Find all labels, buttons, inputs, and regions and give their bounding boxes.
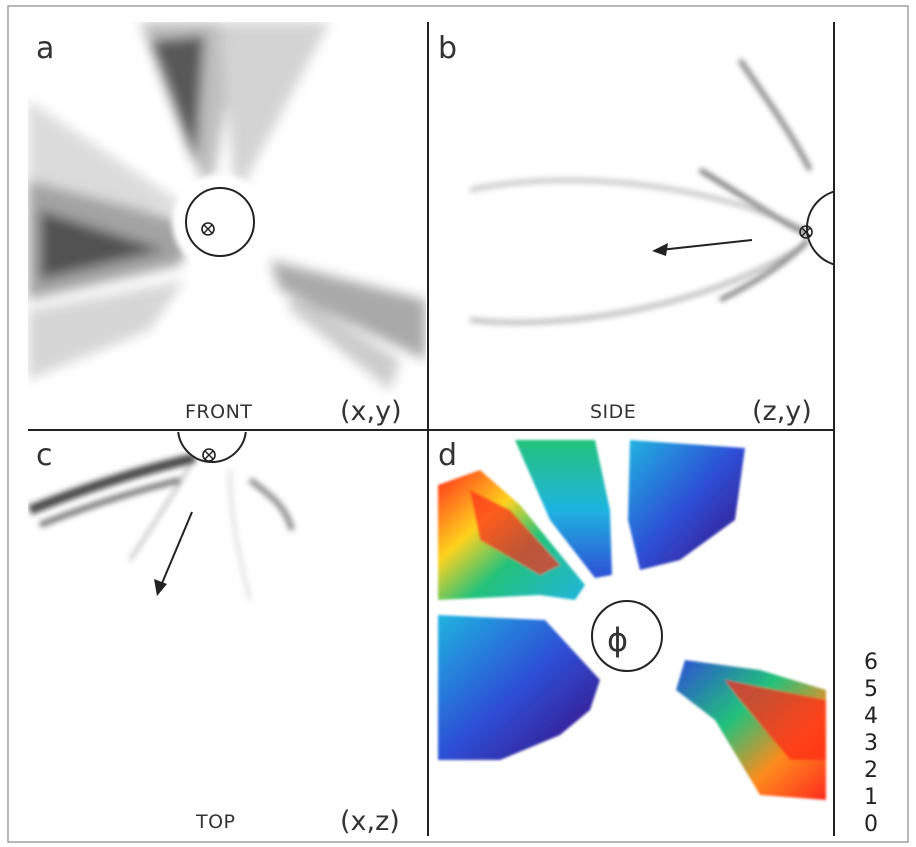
panel-letter-b: b <box>438 31 457 66</box>
coord-label-a: (x,y) <box>340 396 402 427</box>
colorbar-tick: 5 <box>864 677 878 702</box>
panel-b-flux-rope <box>469 58 813 325</box>
panel-letter-d: d <box>438 438 457 473</box>
into-page-symbol <box>202 448 216 462</box>
colorbar-ticks: 6 5 4 3 2 1 0 <box>864 650 878 837</box>
sun-occulter-circle <box>591 600 663 672</box>
sun-limb-circle <box>177 432 247 463</box>
colorbar-tick: 0 <box>864 812 878 837</box>
panel-a <box>28 22 426 428</box>
view-label-side: SIDE <box>590 401 636 423</box>
into-page-symbol <box>799 225 813 239</box>
panel-c-flux-rope <box>28 453 295 601</box>
view-label-front: FRONT <box>185 401 252 423</box>
colorbar-tick: 4 <box>864 704 878 729</box>
panel-d-color-map <box>438 440 826 800</box>
sun-limb-circle <box>806 190 833 266</box>
panel-a-streamers <box>28 22 426 390</box>
coord-label-c: (x,z) <box>340 806 400 837</box>
panel-letter-c: c <box>36 438 53 473</box>
propagation-arrow <box>154 511 193 596</box>
colorbar-tick: 2 <box>864 758 878 783</box>
panel-letter-a: a <box>36 31 54 66</box>
colorbar-tick: 3 <box>864 731 878 756</box>
view-label-top: TOP <box>195 811 236 833</box>
colorbar-tick: 1 <box>864 785 878 810</box>
panel-b <box>430 22 833 428</box>
colorbar-tick: 6 <box>864 650 878 675</box>
propagation-arrow <box>652 239 753 256</box>
phi-symbol: ϕ <box>607 621 628 659</box>
panel-c <box>28 432 426 836</box>
into-page-symbol <box>201 222 215 236</box>
sun-occulter-circle <box>185 187 255 257</box>
coord-label-b: (z,y) <box>752 396 812 427</box>
panel-d: ϕ <box>430 432 833 836</box>
